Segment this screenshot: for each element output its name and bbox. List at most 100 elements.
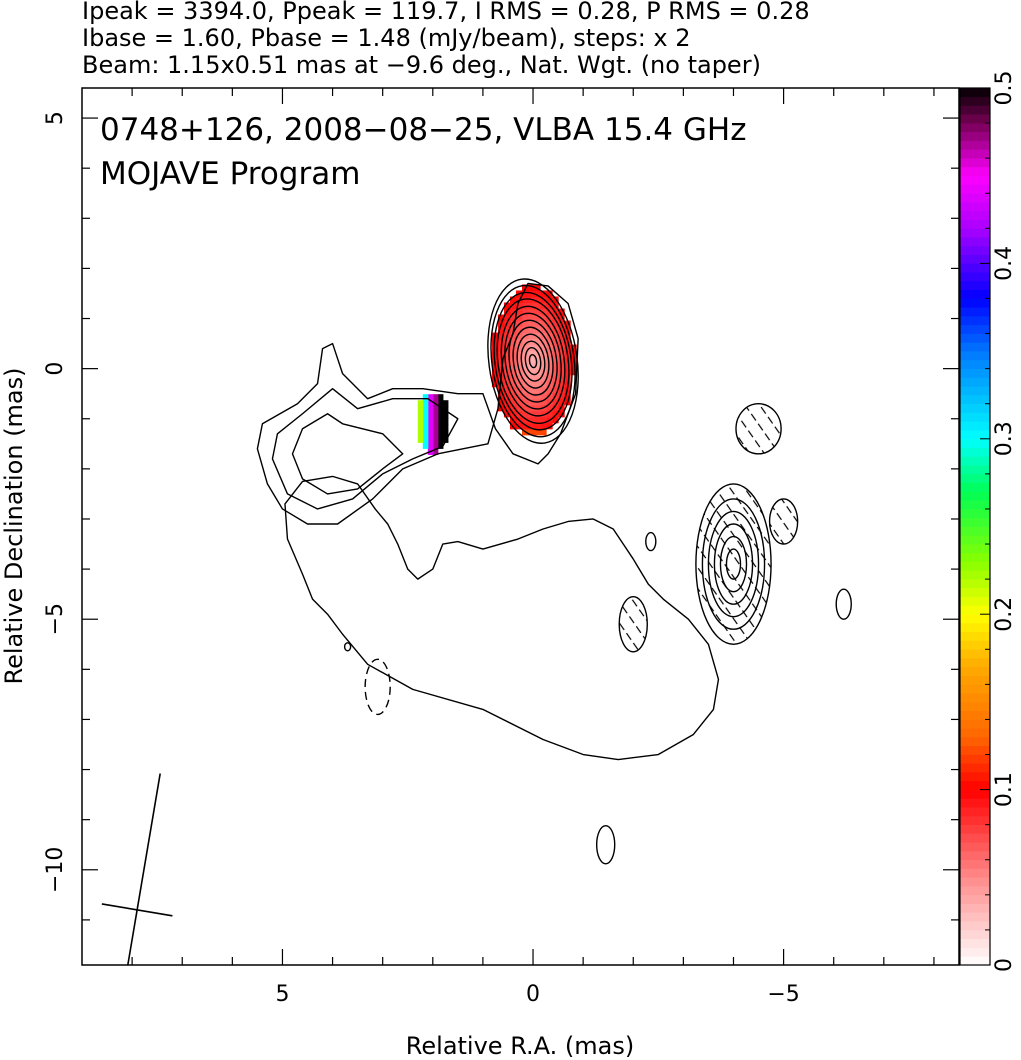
colorbar-segment (960, 122, 990, 133)
colorbar-segment (960, 613, 990, 624)
core-pol-pixel (564, 332, 571, 340)
colorbar-segment (960, 877, 990, 887)
core-pol-pixel (528, 416, 535, 424)
core-pol-pixel (528, 326, 535, 334)
total-intensity-contours (256, 278, 852, 865)
isolated-contour (735, 403, 782, 455)
colorbar-segment (960, 587, 990, 597)
colorbar-segment (960, 868, 990, 878)
colorbar-segment (960, 403, 990, 413)
colorbar-segment (960, 657, 990, 668)
core-pol-pixel (540, 356, 547, 364)
core-pol-pixel (552, 386, 559, 394)
core-pol-pixel (534, 404, 541, 412)
colorbar-segment (960, 114, 990, 124)
core-pol-pixel (540, 308, 547, 316)
core-pol-pixel (552, 416, 559, 424)
core-pol-pixel (558, 392, 565, 400)
core-pol-pixel (552, 320, 559, 328)
jet-contour (291, 413, 404, 495)
core-pol-pixel (546, 338, 553, 346)
y-tick-label: 0 (43, 362, 68, 376)
core-pol-pixel (503, 404, 511, 412)
colorbar-segment (960, 745, 990, 755)
knot-pol-pixel (442, 400, 449, 407)
core-pol-pixel (509, 398, 517, 406)
core-pol-pixel (522, 326, 529, 334)
core-pol-pixel (558, 380, 565, 388)
core-pol-pixel (522, 404, 529, 412)
knot-pol-pixel (427, 394, 434, 401)
core-pol-pixel (570, 356, 577, 364)
core-pol-pixel (515, 344, 523, 352)
core-pol-pixel (528, 368, 535, 376)
core-pol-pixel (534, 374, 541, 382)
core-pol-pixel (540, 398, 547, 406)
core-pol-pixel (522, 314, 529, 322)
core-pol-pixel (564, 368, 571, 376)
core-pol-pixel (503, 314, 511, 322)
core-pol-pixel (534, 338, 541, 346)
colorbar-segment (960, 912, 990, 922)
knot-pol-pixel (427, 412, 434, 419)
core-pol-pixel (558, 398, 565, 406)
core-pol-pixel (534, 410, 541, 418)
colorbar-segment (960, 298, 990, 308)
core-contour (508, 319, 558, 403)
core-pol-pixel (515, 356, 523, 364)
knot-pol-pixel (437, 436, 444, 443)
colorbar-segment (960, 815, 990, 825)
core-pol-pixel (515, 332, 523, 340)
colorbar-segment (960, 140, 990, 150)
knot-pol-pixel (437, 394, 444, 401)
core-pol-pixel (528, 302, 535, 310)
colorbar-segment (960, 131, 990, 141)
core-pol-pixel (515, 398, 523, 406)
core-pol-pixel (503, 410, 511, 418)
core-pol-pixel (546, 404, 553, 412)
colorbar-frame (959, 87, 991, 966)
source-annotation-line-2: MOJAVE Program (100, 156, 360, 192)
core-pol-pixel (515, 404, 523, 412)
isolated-contour (835, 588, 852, 620)
knot-pol-pixel (432, 448, 439, 455)
core-contour (528, 353, 538, 369)
x-tick-label: 5 (275, 982, 289, 1007)
colorbar-segment (960, 570, 990, 580)
knot-pol-pixel (422, 424, 429, 431)
core-pol-pixel (528, 374, 535, 382)
colorbar-segment (960, 885, 990, 896)
core-pol-pixel (497, 314, 505, 322)
colorbar-segment (960, 210, 990, 220)
core-pol-pixel (540, 392, 547, 400)
core-pol-pixel (528, 308, 535, 316)
source-annotation-line-1: 0748+126, 2008−08−25, VLBA 15.4 GHz (100, 112, 746, 148)
colorbar-segment (960, 947, 990, 957)
core-pol-pixel (552, 368, 559, 376)
core-pol-pixel (546, 350, 553, 358)
core-pol-pixel (515, 392, 523, 400)
core-contour (504, 312, 562, 410)
isolated-contour (768, 498, 799, 545)
core-pol-pixel (558, 314, 565, 322)
colorbar-segment (960, 412, 990, 422)
plot-frame (81, 87, 960, 966)
core-pol-pixel (540, 314, 547, 322)
core-pol-pixel (540, 326, 547, 334)
core-pol-pixel (522, 290, 529, 298)
core-pol-pixel (522, 416, 529, 424)
colorbar-segment (960, 105, 990, 115)
colorbar-segment (960, 271, 990, 282)
core-pol-pixel (497, 362, 505, 370)
colorbar-segment (960, 508, 990, 519)
knot-pol-pixel (432, 394, 439, 401)
colorbar-segment (960, 859, 990, 869)
knot-pol-pixel (442, 430, 449, 437)
colorbar-segment (960, 903, 990, 913)
y-axis-ticks: 5 0 −5 −10 (43, 111, 959, 921)
core-pol-pixel (552, 398, 559, 406)
y-tick-label: 5 (43, 111, 68, 125)
colorbar-segment (960, 377, 990, 387)
core-pol-pixel (540, 416, 547, 424)
knot-pol-pixel (432, 412, 439, 419)
